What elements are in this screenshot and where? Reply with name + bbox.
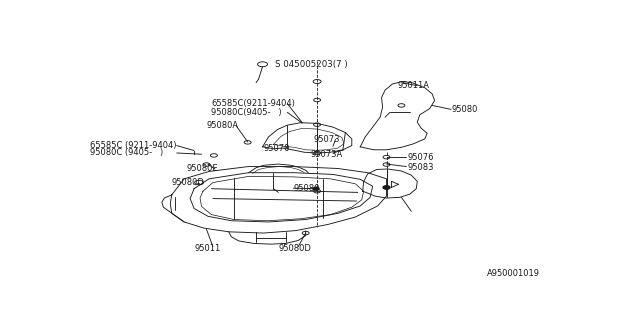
Circle shape: [313, 187, 319, 190]
Text: S 045005203(7 ): S 045005203(7 ): [275, 60, 348, 69]
Circle shape: [383, 186, 390, 189]
Text: 95080D: 95080D: [172, 178, 205, 187]
Text: 95080C (9405-   ): 95080C (9405- ): [90, 148, 163, 157]
Text: 95073A: 95073A: [310, 150, 343, 159]
Text: 95083: 95083: [408, 163, 434, 172]
Text: 95080: 95080: [452, 105, 478, 114]
Text: 65585C (9211-9404): 65585C (9211-9404): [90, 141, 177, 150]
Text: 95011A: 95011A: [397, 81, 429, 90]
Text: 95080E: 95080E: [187, 164, 218, 173]
Text: 95080C(9405-   ): 95080C(9405- ): [211, 108, 282, 117]
Text: 95080D: 95080D: [278, 244, 311, 253]
Text: 95080: 95080: [293, 184, 319, 193]
Text: 95076: 95076: [408, 153, 434, 163]
Text: 95080A: 95080A: [207, 121, 239, 130]
Text: 65585C(9211-9404): 65585C(9211-9404): [211, 99, 295, 108]
Text: 95070: 95070: [264, 144, 290, 153]
Text: A950001019: A950001019: [486, 269, 540, 278]
Text: 95011: 95011: [194, 244, 220, 253]
Text: 95073: 95073: [313, 135, 340, 144]
